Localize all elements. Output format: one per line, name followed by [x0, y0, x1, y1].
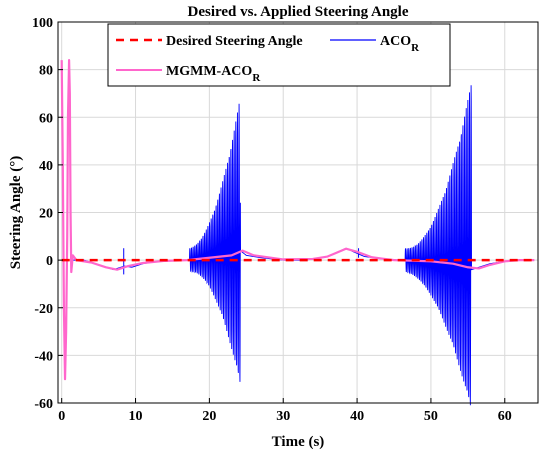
- y-axis-label: Steering Angle (°): [8, 156, 24, 269]
- x-tick-label: 30: [276, 409, 290, 424]
- y-tick-label: -60: [34, 397, 53, 412]
- ticks: 0 10 20 30 40 50 60 -60 -40 -20 0 20 40 60 80 100: [32, 16, 512, 424]
- series-line-mgmm: [60, 59, 535, 381]
- x-axis-label: Time (s): [272, 434, 325, 450]
- series-layer: [60, 59, 535, 406]
- chart-title: Desired vs. Applied Steering Angle: [188, 4, 409, 20]
- legend-subscript-mgmm: R: [252, 72, 261, 84]
- y-tick-label: -20: [34, 302, 53, 317]
- x-tick-label: 20: [202, 409, 216, 424]
- y-tick-label: 60: [39, 111, 53, 126]
- x-tick-label: 0: [58, 409, 65, 424]
- y-tick-label: 0: [46, 254, 53, 269]
- y-tick-label: 20: [39, 207, 53, 222]
- legend-subscript-aco: R: [411, 42, 420, 54]
- legend-box: [107, 23, 451, 87]
- y-tick-label: 40: [39, 159, 53, 174]
- legend-label-desired: Desired Steering Angle: [166, 34, 303, 49]
- y-tick-label: -40: [34, 349, 53, 364]
- legend: Desired Steering Angle ACOR MGMM-ACOR: [107, 23, 451, 87]
- y-tick-label: 80: [39, 64, 53, 79]
- y-tick-label: 100: [32, 16, 53, 31]
- x-tick-label: 40: [350, 409, 364, 424]
- x-tick-label: 10: [129, 409, 143, 424]
- x-tick-label: 50: [424, 409, 438, 424]
- x-tick-label: 60: [498, 409, 512, 424]
- series-line-aco: [72, 85, 535, 406]
